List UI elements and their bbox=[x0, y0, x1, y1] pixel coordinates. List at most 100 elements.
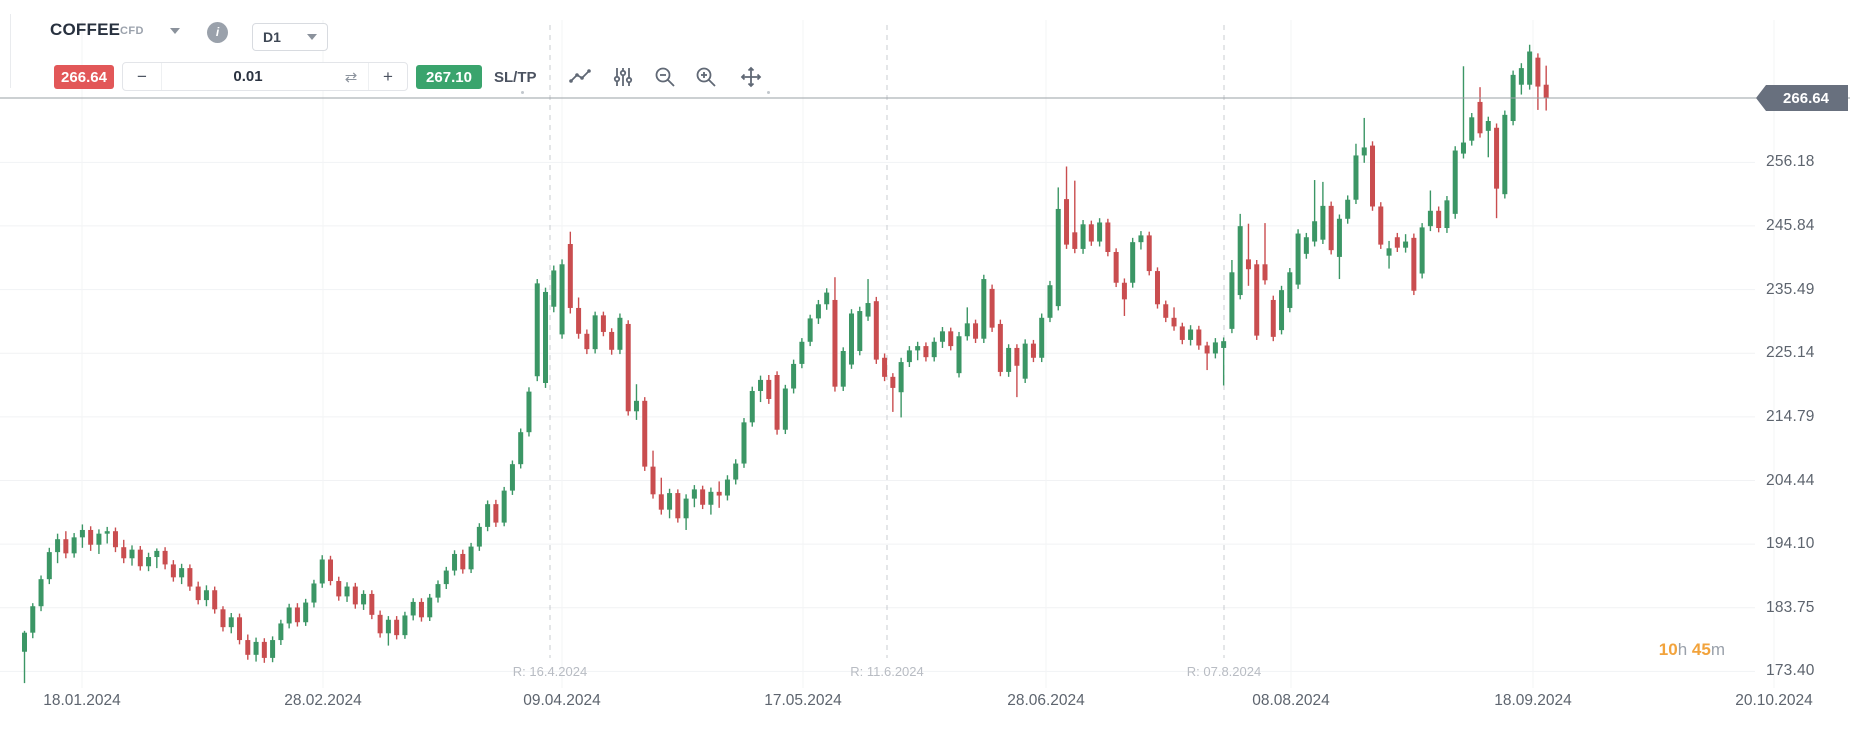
candle-body bbox=[88, 529, 94, 545]
candle-body bbox=[625, 323, 631, 412]
candle-body bbox=[1469, 117, 1475, 141]
candle-body bbox=[1229, 272, 1235, 329]
candle-body bbox=[882, 357, 888, 377]
move-tool-icon[interactable] bbox=[737, 63, 765, 91]
candle-body bbox=[898, 362, 904, 393]
line-chart-type-icon[interactable] bbox=[566, 63, 594, 91]
candle-body bbox=[849, 313, 854, 365]
price-tick-label: 183.75 bbox=[1766, 598, 1815, 616]
candle-body bbox=[1072, 232, 1078, 249]
toolbar-dot-decoration bbox=[521, 91, 524, 94]
candle-body bbox=[1146, 235, 1152, 272]
candle-body bbox=[377, 614, 383, 634]
zoom-out-icon[interactable] bbox=[651, 63, 679, 91]
candle-body bbox=[1320, 205, 1326, 240]
candle-body bbox=[1527, 51, 1533, 85]
candle-body bbox=[1163, 304, 1169, 318]
candle-body bbox=[501, 490, 507, 523]
candle-body bbox=[526, 391, 532, 433]
candle-body bbox=[468, 546, 474, 570]
candle-body bbox=[261, 641, 267, 658]
candle-body bbox=[716, 491, 722, 496]
candle-body bbox=[1328, 205, 1334, 251]
candle-body bbox=[873, 301, 879, 360]
rollover-label: R: 07.8.2024 bbox=[1186, 664, 1262, 679]
candle-body bbox=[576, 307, 582, 334]
candle-body bbox=[1312, 221, 1318, 242]
candle-body bbox=[1055, 208, 1061, 307]
candle-body bbox=[1460, 142, 1466, 154]
candle-body bbox=[509, 464, 515, 491]
candle-body bbox=[146, 557, 152, 567]
candle-body bbox=[203, 590, 209, 601]
candle-body bbox=[1436, 210, 1442, 229]
candle-body bbox=[617, 317, 623, 350]
price-tick-label: 204.44 bbox=[1766, 471, 1815, 489]
candle-body bbox=[1030, 343, 1036, 358]
price-tick-label: 214.79 bbox=[1766, 407, 1815, 425]
refresh-icon[interactable]: ⇄ bbox=[344, 68, 358, 86]
date-tick-label: 18.01.2024 bbox=[43, 692, 121, 709]
candle-body bbox=[964, 323, 970, 337]
candle-body bbox=[327, 559, 333, 582]
candle-body bbox=[38, 579, 44, 607]
price-tick-label: 225.14 bbox=[1766, 344, 1815, 362]
candle-body bbox=[1270, 299, 1276, 337]
volume-increase-button[interactable]: + bbox=[368, 63, 407, 90]
buy-price-button[interactable]: 267.10 bbox=[416, 65, 482, 89]
candle-body bbox=[212, 590, 218, 610]
symbol-name: COFFEE bbox=[50, 20, 121, 39]
candle-body bbox=[476, 526, 482, 547]
candle-body bbox=[30, 606, 36, 633]
candle-body bbox=[1378, 206, 1384, 245]
candle-body bbox=[1097, 222, 1103, 242]
timeframe-value: D1 bbox=[263, 29, 281, 45]
candle-body bbox=[691, 489, 697, 499]
candle-body bbox=[584, 333, 590, 350]
zoom-in-icon[interactable] bbox=[692, 63, 720, 91]
candle-body bbox=[1237, 226, 1243, 296]
candle-body bbox=[1245, 259, 1251, 270]
candle-body bbox=[294, 607, 300, 623]
candle-body bbox=[1386, 248, 1392, 256]
volume-decrease-button[interactable]: − bbox=[123, 63, 162, 90]
volume-value[interactable]: 0.01 bbox=[233, 68, 263, 85]
candle-body bbox=[1262, 264, 1268, 281]
candle-body bbox=[121, 547, 127, 559]
candle-body bbox=[989, 288, 995, 328]
candle-body bbox=[1196, 329, 1202, 346]
indicators-icon[interactable] bbox=[609, 63, 637, 91]
candle-body bbox=[55, 539, 61, 553]
candle-body bbox=[228, 617, 234, 628]
candle-body bbox=[782, 388, 788, 430]
timeframe-select[interactable]: D1 bbox=[252, 23, 328, 51]
candle-body bbox=[1336, 218, 1342, 257]
candle-body bbox=[137, 549, 143, 567]
candle-body bbox=[1485, 121, 1491, 131]
candle-body bbox=[758, 379, 764, 391]
candle-body bbox=[1411, 237, 1417, 291]
candle-body bbox=[79, 529, 85, 538]
candle-body bbox=[948, 331, 954, 347]
candle-body bbox=[286, 607, 292, 624]
candle-body bbox=[1105, 222, 1111, 252]
candle-body bbox=[452, 553, 458, 571]
info-icon[interactable]: i bbox=[207, 22, 228, 43]
candle-body bbox=[1204, 345, 1210, 354]
symbol-dropdown-caret-icon[interactable] bbox=[170, 28, 180, 34]
instrument-type-label: CFD bbox=[120, 25, 144, 37]
candle-body bbox=[939, 331, 945, 342]
candle-body bbox=[1154, 271, 1160, 305]
sell-price-button[interactable]: 266.64 bbox=[54, 65, 114, 89]
price-tick-label: 256.18 bbox=[1766, 153, 1815, 171]
candle-body bbox=[890, 376, 896, 388]
candle-body bbox=[1452, 150, 1458, 214]
candle-body bbox=[534, 283, 540, 377]
candle-body bbox=[278, 623, 284, 641]
date-tick-label: 28.02.2024 bbox=[284, 692, 362, 709]
candle-body bbox=[642, 400, 648, 467]
candle-body bbox=[303, 602, 309, 623]
sltp-button[interactable]: SL/TP bbox=[494, 69, 537, 86]
